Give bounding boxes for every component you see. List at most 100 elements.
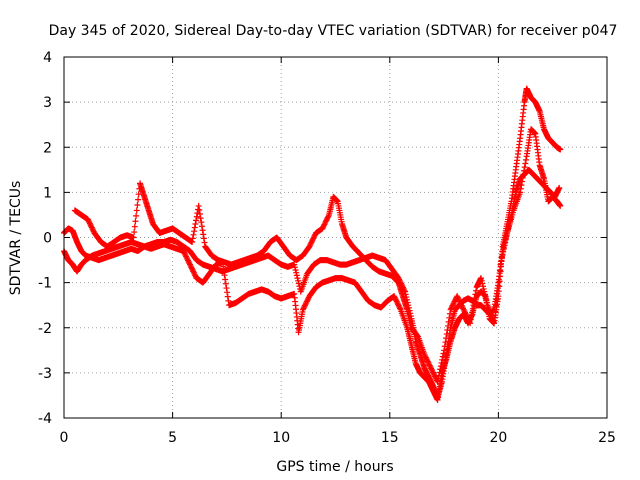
- data-point: [479, 280, 486, 287]
- data-point: [301, 303, 308, 310]
- data-point: [503, 233, 510, 240]
- data-point: [393, 297, 400, 304]
- x-axis-label: GPS time / hours: [276, 459, 393, 475]
- data-point: [84, 216, 91, 223]
- x-tick-label: 10: [272, 430, 290, 446]
- data-point: [496, 273, 503, 280]
- data-point: [391, 294, 398, 301]
- data-point: [461, 309, 468, 316]
- data-point: [224, 289, 231, 296]
- data-point: [184, 256, 191, 263]
- data-point: [450, 299, 457, 306]
- data-point: [183, 253, 190, 260]
- data-point: [397, 305, 404, 312]
- data-point: [310, 234, 317, 241]
- x-tick-label: 20: [489, 430, 507, 446]
- data-point: [303, 298, 310, 305]
- data-point: [436, 369, 443, 376]
- data-point: [468, 313, 475, 320]
- data-point: [444, 327, 451, 334]
- data-point: [446, 310, 453, 317]
- data-point: [518, 182, 525, 189]
- data-point: [498, 258, 505, 265]
- data-point: [88, 223, 95, 230]
- data-point: [181, 249, 188, 256]
- data-point: [435, 375, 442, 382]
- data-point: [478, 275, 485, 282]
- data-point: [201, 239, 208, 246]
- data-point: [295, 277, 302, 284]
- data-point: [422, 354, 429, 361]
- data-point: [483, 296, 490, 303]
- data-point: [439, 356, 446, 363]
- data-point: [522, 156, 529, 163]
- data-point: [459, 303, 466, 310]
- y-tick-label: -4: [38, 411, 52, 427]
- axis-ticks: [63, 56, 608, 419]
- data-point: [458, 302, 465, 309]
- data-point: [493, 302, 500, 309]
- data-point: [181, 250, 188, 257]
- data-point: [443, 331, 450, 338]
- data-point: [441, 343, 448, 350]
- data-point: [193, 217, 200, 224]
- data-point: [188, 264, 195, 271]
- data-point: [517, 189, 524, 196]
- grid-lines: [64, 57, 607, 418]
- data-point: [85, 217, 92, 224]
- data-point: [308, 239, 315, 246]
- data-point: [322, 218, 329, 225]
- data-point: [392, 295, 399, 302]
- data-point: [391, 293, 398, 300]
- y-tick-label: 2: [43, 140, 52, 156]
- data-point: [291, 264, 298, 271]
- data-point: [480, 285, 487, 292]
- data-point: [458, 301, 465, 308]
- data-point: [131, 223, 138, 230]
- data-point: [491, 320, 498, 327]
- y-tick-label: -3: [38, 366, 52, 382]
- data-point: [299, 306, 306, 313]
- data-point: [471, 294, 478, 301]
- data-point: [455, 295, 462, 302]
- data-point: [451, 298, 458, 305]
- data-point: [191, 271, 198, 278]
- data-point: [447, 306, 454, 313]
- y-tick-label: 0: [43, 231, 52, 247]
- data-point: [519, 174, 526, 181]
- data-point: [393, 298, 400, 305]
- data-point: [462, 310, 469, 317]
- data-point: [445, 318, 452, 325]
- data-point: [430, 369, 437, 376]
- data-point: [294, 275, 301, 282]
- data-point: [191, 224, 198, 231]
- data-point: [195, 202, 202, 209]
- data-point: [303, 299, 310, 306]
- data-point: [310, 235, 317, 242]
- data-point: [428, 365, 435, 372]
- data-point: [200, 235, 207, 242]
- data-point: [454, 294, 461, 301]
- data-point: [319, 225, 326, 232]
- data-point: [427, 364, 434, 371]
- data-point: [450, 301, 457, 308]
- data-point: [448, 303, 455, 310]
- data-point: [501, 242, 508, 249]
- data-point: [132, 218, 139, 225]
- data-point: [437, 366, 444, 373]
- data-point: [437, 363, 444, 370]
- data-point: [186, 261, 193, 268]
- data-point: [322, 220, 329, 227]
- data-point: [311, 232, 318, 239]
- data-point: [454, 293, 461, 300]
- data-point: [301, 302, 308, 309]
- data-point: [435, 372, 442, 379]
- data-point: [556, 184, 563, 191]
- data-point: [557, 202, 564, 209]
- data-point: [492, 308, 499, 315]
- data-point: [306, 243, 313, 250]
- chart-title: Day 345 of 2020, Sidereal Day-to-day VTE…: [49, 23, 618, 39]
- data-point: [183, 254, 190, 261]
- data-point: [192, 220, 199, 227]
- data-point: [200, 231, 207, 238]
